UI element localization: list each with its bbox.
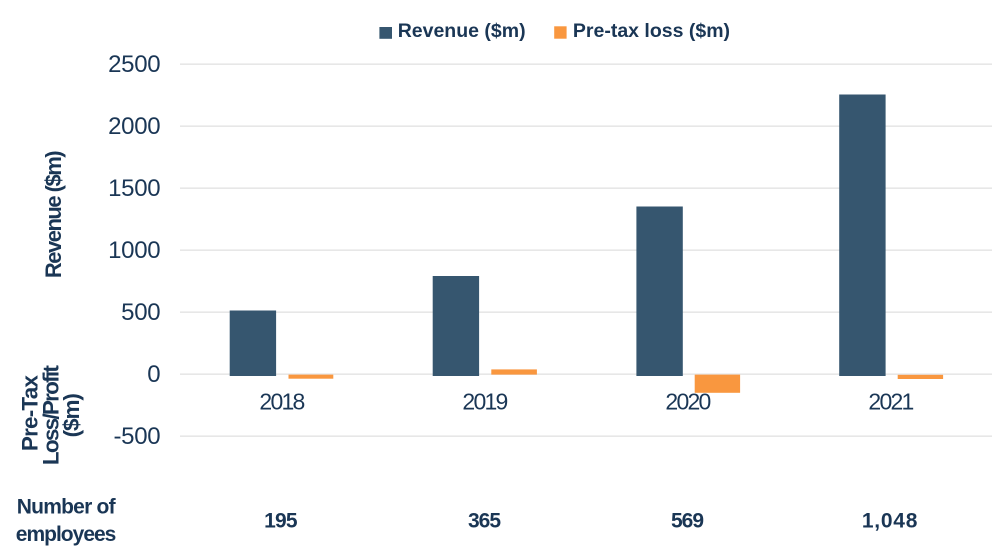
svg-text:2020: 2020: [665, 389, 710, 415]
svg-text:2018: 2018: [259, 389, 304, 415]
svg-text:-500: -500: [113, 423, 160, 450]
svg-text:Loss/Profit: Loss/Profit: [39, 365, 64, 466]
svg-text:2019: 2019: [462, 389, 507, 415]
svg-text:195: 195: [264, 509, 298, 532]
svg-text:($m): ($m): [59, 394, 84, 438]
svg-text:2021: 2021: [868, 389, 913, 415]
svg-text:Revenue ($m): Revenue ($m): [398, 20, 526, 42]
svg-text:employees: employees: [16, 523, 116, 546]
svg-text:500: 500: [121, 299, 160, 326]
svg-text:Revenue ($m): Revenue ($m): [41, 151, 66, 278]
svg-text:365: 365: [468, 509, 501, 532]
svg-text:Number of: Number of: [17, 495, 117, 518]
svg-text:0: 0: [147, 361, 160, 388]
svg-text:Pre-Tax: Pre-Tax: [18, 375, 43, 452]
svg-text:1500: 1500: [108, 175, 160, 202]
svg-text:1,048: 1,048: [862, 509, 918, 532]
svg-text:569: 569: [671, 509, 703, 532]
svg-text:2000: 2000: [108, 113, 160, 140]
svg-text:Pre-tax loss ($m): Pre-tax loss ($m): [573, 20, 730, 42]
svg-text:2500: 2500: [108, 51, 160, 78]
svg-text:1000: 1000: [108, 237, 160, 264]
